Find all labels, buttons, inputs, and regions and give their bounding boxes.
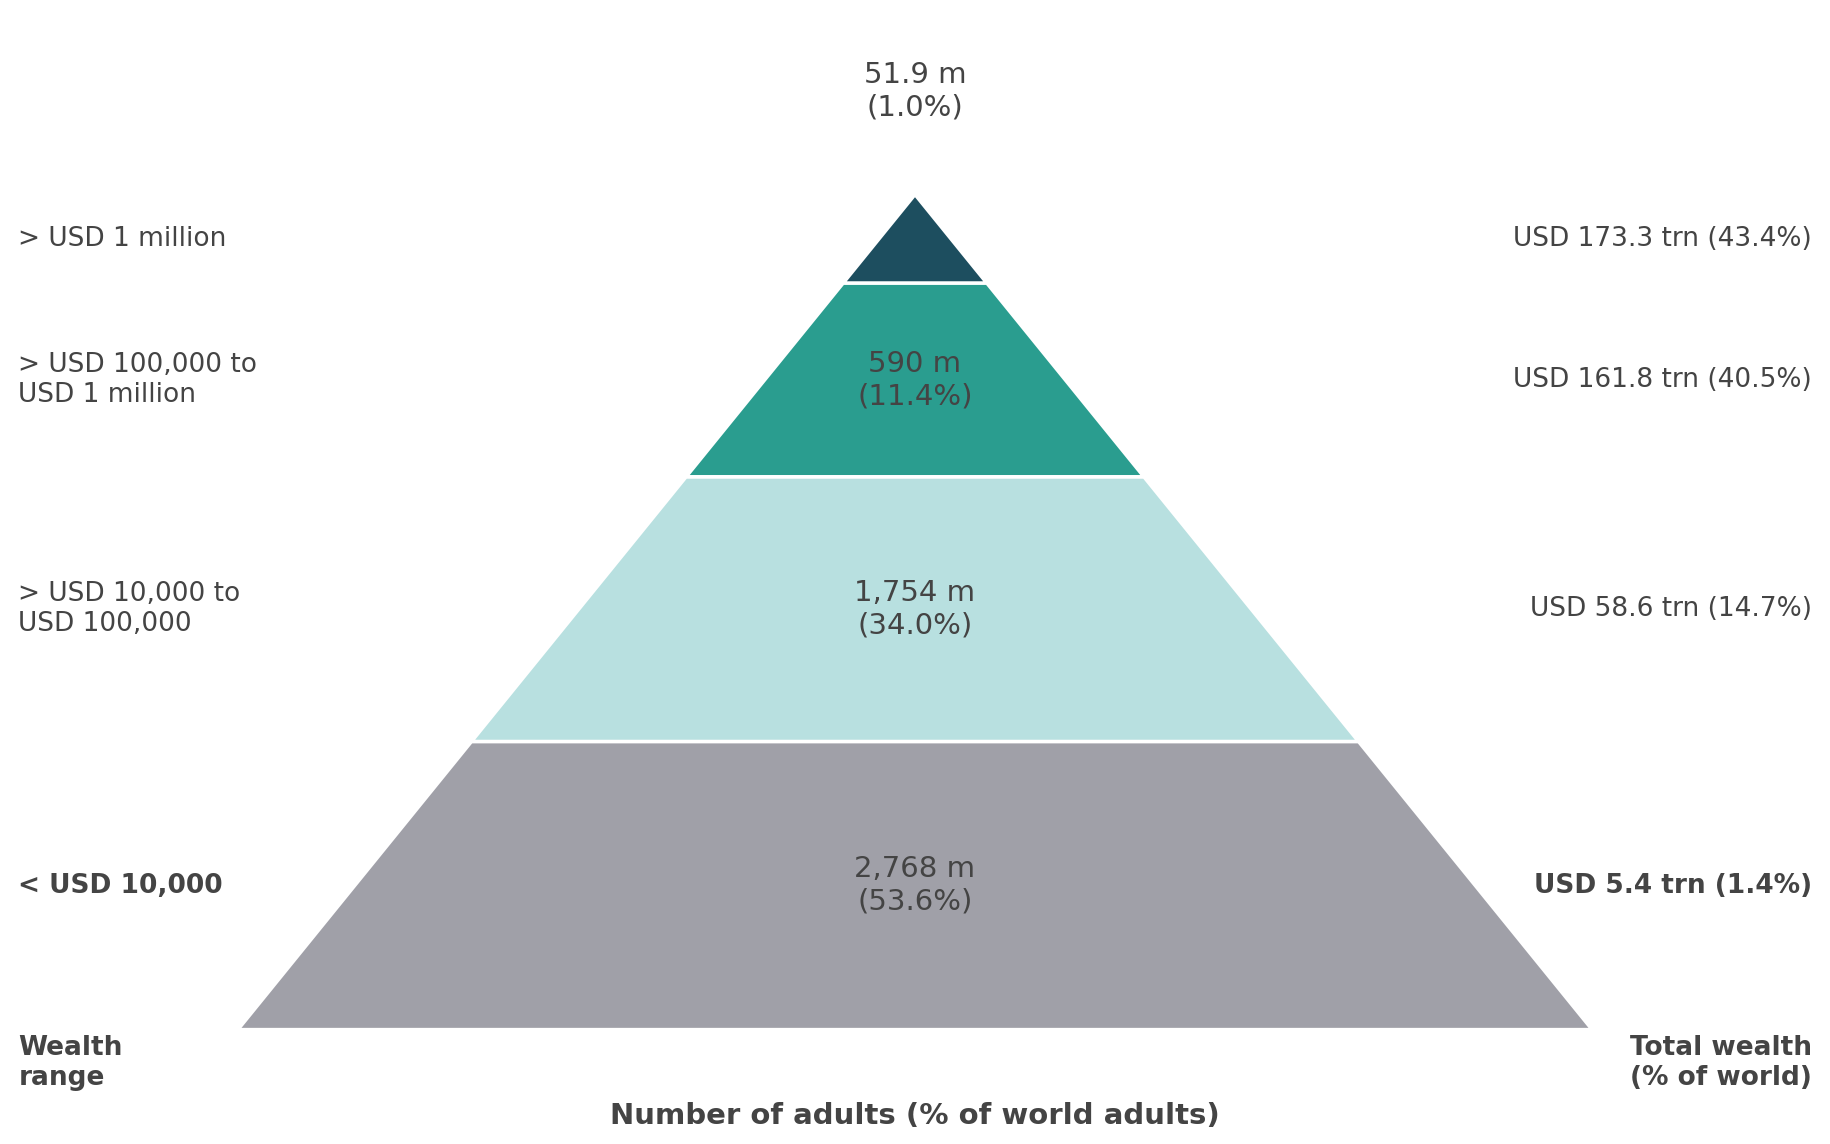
Text: 1,754 m
(34.0%): 1,754 m (34.0%) [855,579,975,639]
Polygon shape [686,283,1144,477]
Text: > USD 1 million: > USD 1 million [18,225,227,252]
Text: > USD 10,000 to
USD 100,000: > USD 10,000 to USD 100,000 [18,581,240,637]
Text: 590 m
(11.4%): 590 m (11.4%) [856,350,974,410]
Text: > USD 100,000 to
USD 1 million: > USD 100,000 to USD 1 million [18,352,258,408]
Text: USD 58.6 trn (14.7%): USD 58.6 trn (14.7%) [1530,596,1812,622]
Text: Wealth
range: Wealth range [18,1035,123,1091]
Polygon shape [238,741,1592,1030]
Text: USD 173.3 trn (43.4%): USD 173.3 trn (43.4%) [1513,225,1812,252]
Polygon shape [472,477,1358,741]
Text: Number of adults (% of world adults): Number of adults (% of world adults) [609,1103,1221,1130]
Polygon shape [844,194,986,283]
Text: USD 5.4 trn (1.4%): USD 5.4 trn (1.4%) [1534,873,1812,898]
Text: 2,768 m
(53.6%): 2,768 m (53.6%) [855,856,975,915]
Text: USD 161.8 trn (40.5%): USD 161.8 trn (40.5%) [1513,367,1812,392]
Text: Total wealth
(% of world): Total wealth (% of world) [1631,1035,1812,1091]
Text: 51.9 m
(1.0%): 51.9 m (1.0%) [864,62,966,121]
Text: < USD 10,000: < USD 10,000 [18,873,223,898]
